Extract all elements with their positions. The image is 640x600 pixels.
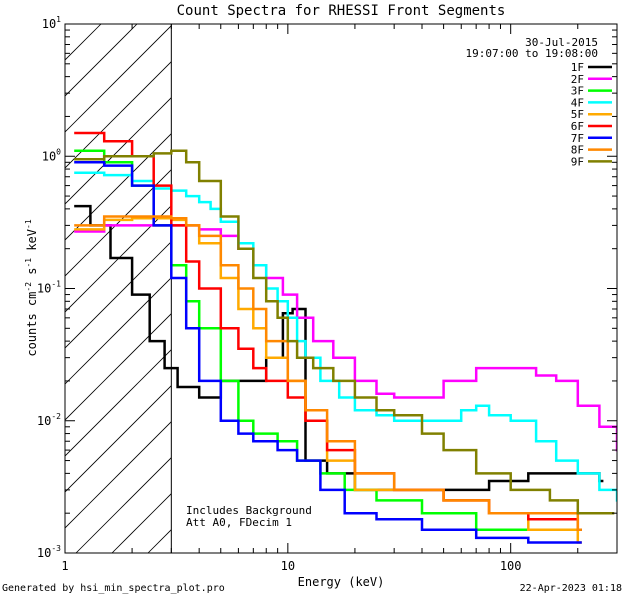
y-tick-label: 10-1	[37, 280, 61, 296]
legend-label-9f: 9F	[571, 155, 584, 168]
hatch-line	[65, 61, 172, 169]
y-tick-label: 10-3	[37, 544, 61, 560]
x-tick-label: 100	[500, 559, 522, 573]
excluded-energy-hatch	[65, 24, 172, 553]
hatch-line	[65, 97, 172, 205]
x-axis: 1 10 100	[61, 24, 618, 573]
x-tick-label: 1	[61, 559, 68, 573]
hatch-line	[65, 241, 172, 349]
hatch-line	[65, 205, 172, 313]
legend-label-2f: 2F	[571, 73, 584, 86]
x-tick-label: 10	[281, 559, 295, 573]
series-8f	[74, 215, 582, 531]
legend-label-7f: 7F	[571, 132, 584, 145]
y-axis: 101 100 10-1 10-2 10-3	[37, 15, 617, 560]
y-axis-label: counts cm-2 s-1 keV-1	[24, 219, 39, 356]
annotation-background: Includes Background	[186, 504, 312, 517]
date-label: 30-Jul-2015	[525, 36, 598, 49]
hatch-line	[65, 421, 172, 529]
series-1f	[74, 204, 604, 492]
hatch-line	[75, 457, 172, 553]
annotation-attenuator: Att A0, FDecim 1	[186, 516, 292, 529]
hatch-line	[65, 25, 172, 133]
hatch-line	[65, 385, 172, 493]
y-label-exp-cm: -2	[24, 282, 33, 292]
series-7f	[74, 161, 582, 544]
series-2f	[74, 224, 617, 452]
y-label-exp-s: -1	[24, 258, 33, 268]
legend-label-6f: 6F	[571, 120, 584, 133]
y-tick-label: 10-2	[37, 412, 61, 428]
legend-label-3f: 3F	[571, 85, 584, 98]
footer-generated-by: Generated by hsi_min_spectra_plot.pro	[2, 583, 225, 594]
y-label-s: s	[25, 268, 39, 282]
legend-label-4f: 4F	[571, 96, 584, 109]
legend-label-5f: 5F	[571, 108, 584, 121]
y-tick-label: 101	[42, 15, 61, 31]
hatch-line	[65, 277, 172, 385]
legend-label-8f: 8F	[571, 144, 584, 157]
y-label-counts: counts cm	[25, 292, 39, 357]
y-label-exp-kev: -1	[24, 219, 33, 229]
series-9f	[74, 149, 615, 515]
series-layer	[74, 131, 617, 544]
time-range-label: 19:07:00 to 19:08:00	[466, 47, 598, 60]
legend-label-1f: 1F	[571, 61, 584, 74]
footer-timestamp: 22-Apr-2023 01:18	[519, 583, 622, 594]
x-axis-label: Energy (keV)	[298, 575, 385, 589]
chart-title: Count Spectra for RHESSI Front Segments	[177, 3, 506, 19]
y-tick-label: 100	[42, 147, 61, 163]
y-label-kev: keV	[25, 229, 39, 258]
